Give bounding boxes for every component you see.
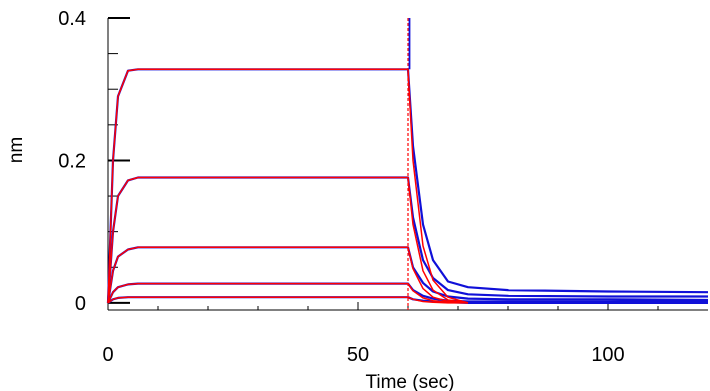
y-axis-title: nm [6, 137, 27, 163]
fit-curve-1 [107, 176, 469, 304]
x-tick-label-2: 100 [591, 344, 624, 366]
fit-curve-0 [107, 68, 469, 304]
series-layer [106, 68, 709, 304]
fit-curve-2 [107, 246, 469, 304]
y-tick-label-1: 0.2 [58, 150, 86, 172]
x-tick-label-0: 0 [102, 344, 113, 366]
minor-ticks [108, 53, 659, 310]
x-axis-title: Time (sec) [365, 372, 454, 391]
y-tick-label-2: 0.4 [58, 8, 86, 30]
fit-curve-4 [107, 296, 468, 304]
fit-curve-3 [107, 282, 469, 304]
y-tick-labels: 0 0.2 0.4 [58, 8, 86, 315]
y-tick-label-0: 0 [75, 293, 86, 315]
x-tick-labels: 0 50 100 [102, 344, 624, 366]
x-tick-label-1: 50 [347, 344, 369, 366]
association-end-marker-layer [407, 18, 411, 310]
